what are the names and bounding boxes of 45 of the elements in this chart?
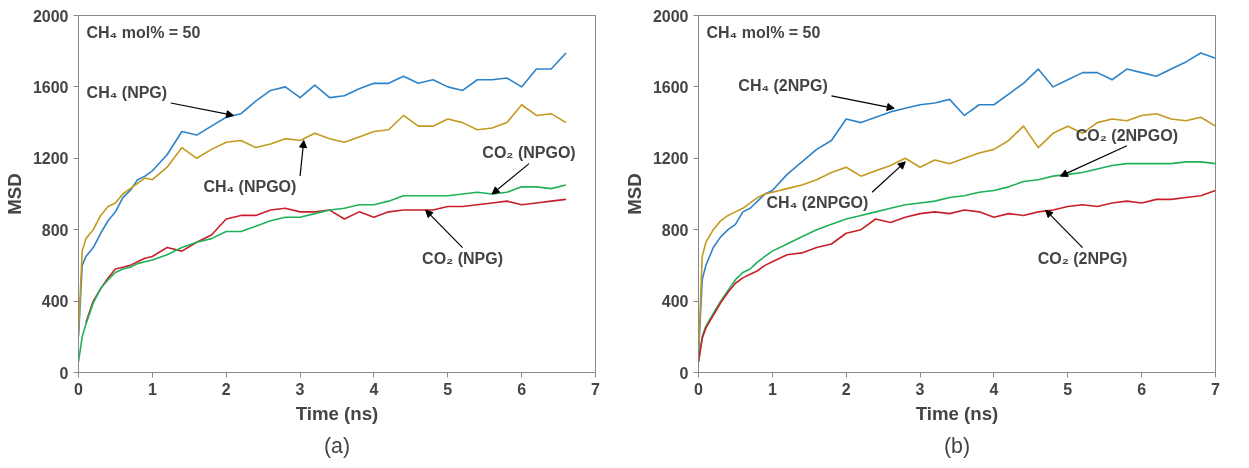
x-axis-title: Time (ns) [295,402,379,424]
annotation: CO₂ (2NPGO) [1075,126,1178,144]
annotation: CH₄ mol% = 50 [706,23,821,41]
annotation: CH₄ mol% = 50 [86,23,201,41]
x-tick-label: 7 [1211,380,1221,398]
annotation: CH₄ (2NPG) [738,76,828,94]
y-tick-label: 2000 [32,7,69,25]
annotation: CH₄ (NPGO) [203,178,297,196]
x-tick-label: 6 [517,380,527,398]
annotation: CO₂ (NPG) [422,249,504,267]
x-tick-label: 1 [147,380,157,398]
x-tick-label: 0 [74,380,84,398]
y-tick-label: 800 [41,221,69,239]
x-tick-label: 5 [443,380,453,398]
x-tick-label: 6 [1137,380,1147,398]
annotation: CO₂ (NPGO) [482,144,576,162]
y-tick-label: 400 [661,293,689,311]
x-tick-label: 0 [694,380,704,398]
x-tick-label: 1 [767,380,777,398]
y-tick-label: 1200 [652,150,689,168]
y-tick-label: 800 [661,221,689,239]
x-tick-label: 2 [221,380,231,398]
y-tick-label: 1600 [652,78,689,96]
y-axis-title: MSD [623,173,645,215]
x-tick-label: 3 [915,380,925,398]
line-series [85,198,567,324]
x-axis-title: Time (ns) [915,402,999,424]
x-tick-label: 2 [841,380,851,398]
x-tick-label: 7 [591,380,601,398]
annotation: CH₄ (NPG) [86,83,168,101]
x-tick-label: 5 [1063,380,1073,398]
x-tick-label: 3 [295,380,305,398]
y-tick-label: 2000 [652,7,689,25]
annotation: CH₄ (2NPGO) [766,194,869,212]
y-tick-label: 1200 [32,150,69,168]
text: (a) [323,433,351,458]
y-tick-label: 400 [41,293,69,311]
x-tick-label: 4 [369,380,379,398]
x-tick-label: 4 [989,380,999,398]
y-tick-label: 0 [59,364,69,382]
y-tick-label: 1600 [32,78,69,96]
y-axis-title: MSD [3,173,25,215]
text: (b) [943,433,971,458]
annotation: CO₂ (2NPG) [1037,249,1128,267]
y-tick-label: 0 [679,364,689,382]
